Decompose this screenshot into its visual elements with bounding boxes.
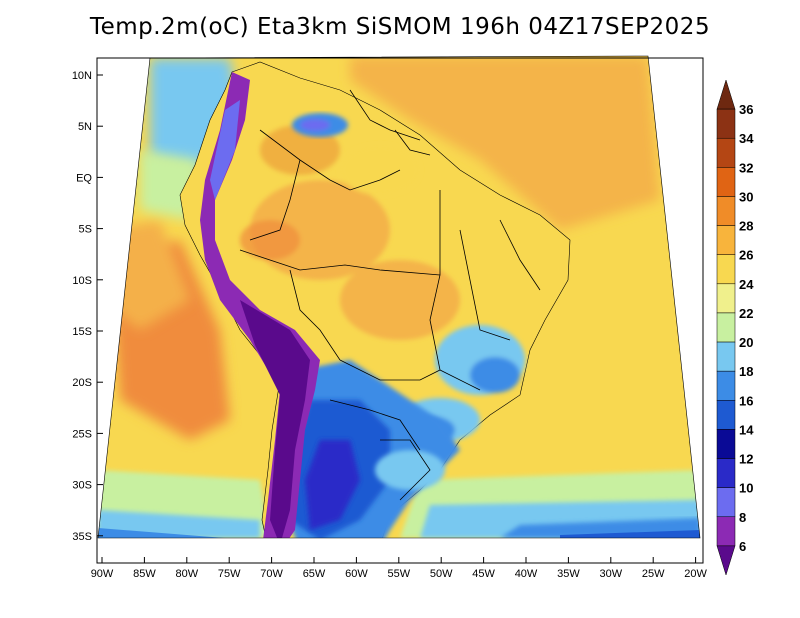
colorbar-label: 36 <box>739 102 753 117</box>
lat-tick-label: 20S <box>72 377 92 389</box>
lat-axis: 10N 5N EQ 5S 10S 15S 20S 25S 30S 35S <box>72 70 103 543</box>
colorbar-segment <box>716 458 736 488</box>
lat-tick-label: 35S <box>72 531 92 543</box>
south-pacific-band-2 <box>98 510 260 538</box>
colorbar-label: 8 <box>739 510 746 525</box>
domain-outline <box>97 55 701 539</box>
lon-tick-label: 40W <box>515 568 538 580</box>
colorbar-segment <box>716 545 736 576</box>
lat-tick-label: 5S <box>79 224 92 236</box>
lat-tick-label: 25S <box>72 428 92 440</box>
colorbar-label: 14 <box>739 422 754 437</box>
colorbar-segment <box>716 429 736 459</box>
colorbar-label: 24 <box>739 277 754 292</box>
lon-tick-label: 65W <box>303 568 326 580</box>
temperature-field <box>98 56 700 538</box>
lat-tick-label: 5N <box>78 121 92 133</box>
colorbar-segment <box>716 108 736 139</box>
lon-tick-label: 45W <box>472 568 495 580</box>
lon-tick-label: 20W <box>684 568 707 580</box>
lon-tick-label: 85W <box>133 568 156 580</box>
colorbar-label: 28 <box>739 219 753 234</box>
lon-axis: 90W 85W 80W 75W 70W 65W 60W 55W 50W 45W 40W 35W 30W 2… <box>91 557 708 580</box>
lon-tick-label: 90W <box>91 568 114 580</box>
colorbar-segment <box>716 167 736 197</box>
lat-tick-label: 10N <box>72 70 92 82</box>
colorbar-label: 22 <box>739 306 753 321</box>
lon-tick-label: 25W <box>642 568 665 580</box>
colorbar-label: 30 <box>739 189 753 204</box>
southern-cone-coldest <box>305 440 360 530</box>
colorbar-label: 34 <box>739 131 754 146</box>
lon-tick-label: 55W <box>387 568 410 580</box>
colorbar-label: 10 <box>739 481 753 496</box>
south-atlantic-band-4 <box>560 530 700 538</box>
south-pacific-band-3 <box>98 528 250 538</box>
colorbar-segment <box>716 196 736 226</box>
colorbar-label: 12 <box>739 452 753 467</box>
colorbar-segment <box>716 487 736 518</box>
lon-tick-label: 30W <box>599 568 622 580</box>
lon-tick-label: 70W <box>260 568 283 580</box>
colorbar-segment <box>716 400 736 430</box>
south-brazil-mild <box>375 450 445 490</box>
colorbar-label: 20 <box>739 335 753 350</box>
colorbar-label: 18 <box>739 364 753 379</box>
lon-tick-label: 60W <box>345 568 368 580</box>
lat-tick-label: EQ <box>76 172 92 184</box>
country-borders <box>239 89 541 501</box>
colorbar-label: 32 <box>739 160 753 175</box>
map-title: Temp.2m(oC) Eta3km SiSMOM 196h 04Z17SEP2… <box>89 14 711 40</box>
lon-tick-label: 75W <box>218 568 241 580</box>
lat-tick-label: 30S <box>72 480 92 492</box>
lon-tick-label: 80W <box>175 568 198 580</box>
colorbar-label: 6 <box>739 539 746 554</box>
colorbar: 6 8 10 12 14 16 18 20 22 24 26 28 30 32 34 36 <box>716 79 754 576</box>
north-andes-cold <box>210 100 240 200</box>
lat-tick-label: 15S <box>72 326 92 338</box>
colorbar-segment <box>716 225 736 255</box>
colorbar-segment <box>716 137 736 168</box>
guiana-highland-cool <box>292 113 348 137</box>
plot-frame <box>96 57 704 564</box>
colorbar-label: 16 <box>739 393 753 408</box>
colorbar-segment <box>716 516 736 547</box>
colorbar-segment <box>716 283 736 314</box>
lon-tick-label: 35W <box>557 568 580 580</box>
colorbar-label: 26 <box>739 248 753 263</box>
atlantic-warm-area <box>350 56 660 230</box>
colorbar-segment <box>716 79 736 110</box>
lat-tick-label: 10S <box>72 275 92 287</box>
colorbar-segment <box>716 370 736 401</box>
andes-coldest-strip <box>240 300 310 538</box>
colorbar-segment <box>716 254 736 285</box>
colorbar-segment <box>716 341 736 372</box>
lon-tick-label: 50W <box>430 568 453 580</box>
colorbar-segment <box>716 312 736 343</box>
